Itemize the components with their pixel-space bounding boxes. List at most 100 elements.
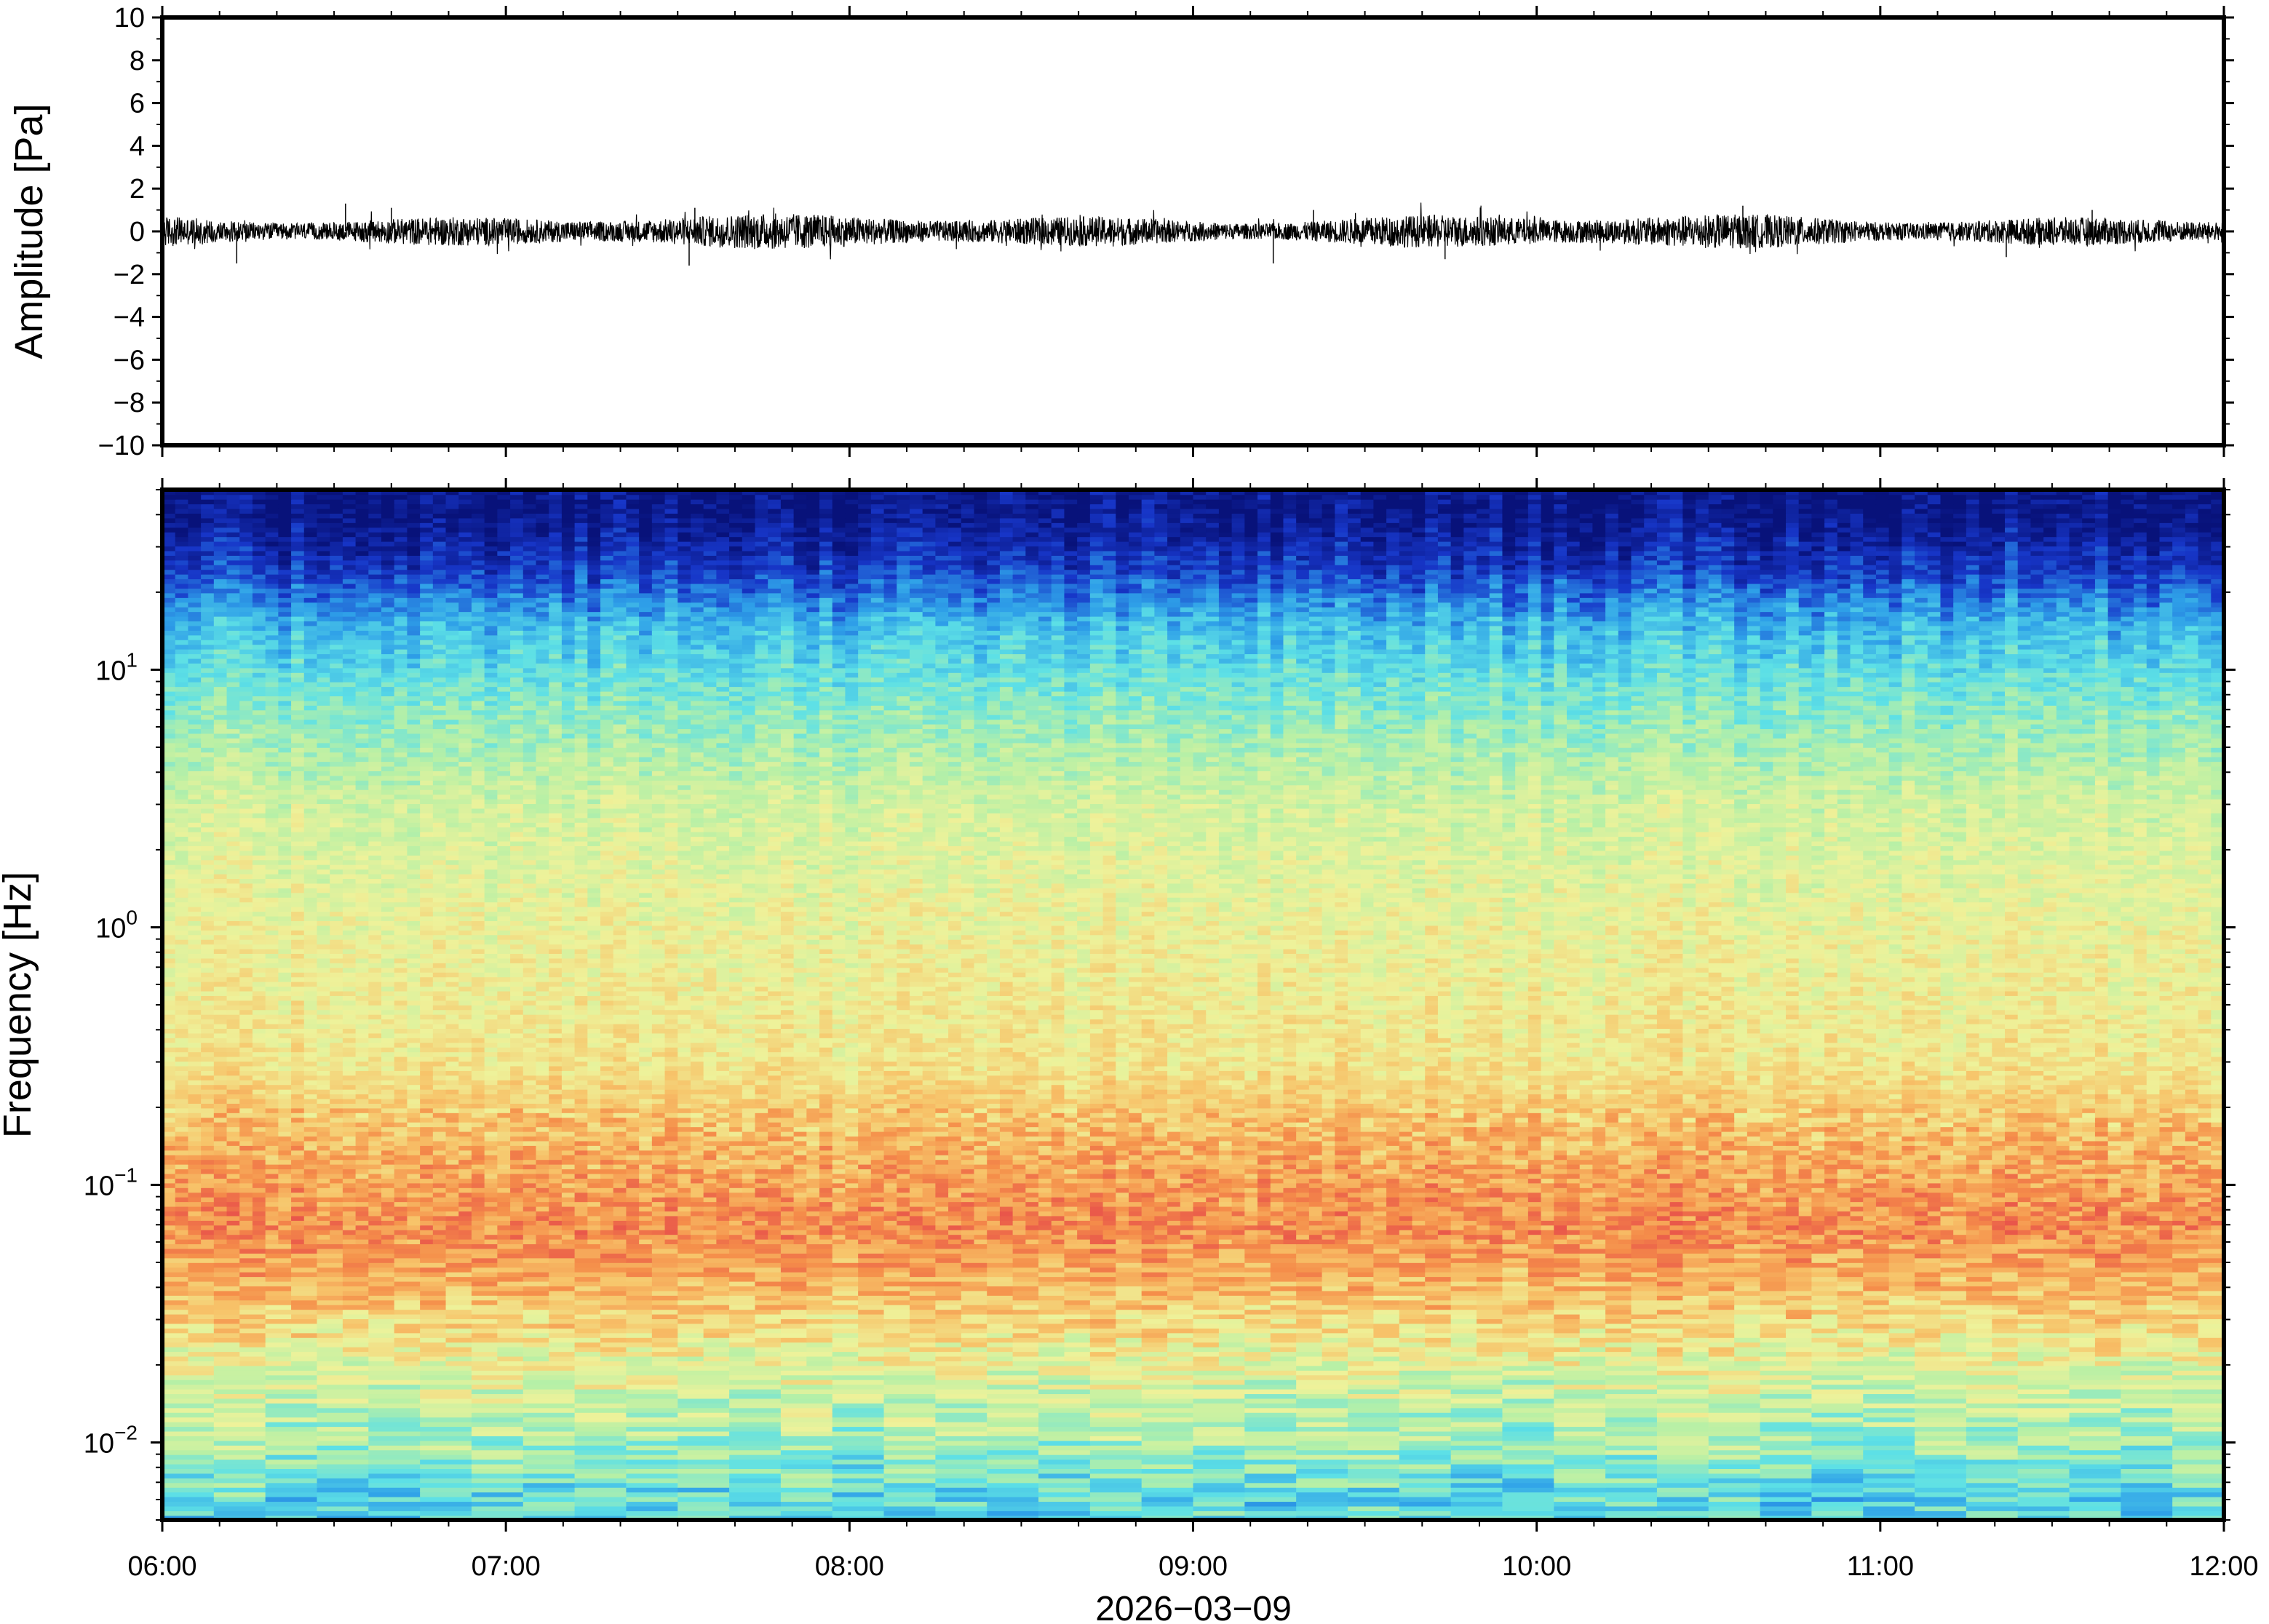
spectrogram-cell bbox=[1038, 1281, 1065, 1286]
spectrogram-cell bbox=[1709, 1393, 1761, 1398]
spectrogram-cell bbox=[266, 1318, 292, 1324]
spectrogram-cell bbox=[1502, 1276, 1528, 1281]
spectrogram-cell bbox=[691, 1206, 704, 1211]
spectrogram-cell bbox=[239, 1342, 266, 1347]
spectrogram-cell bbox=[884, 1370, 937, 1375]
spectrogram-cell bbox=[2172, 1384, 2225, 1389]
spectrogram-cell bbox=[833, 1454, 885, 1460]
spectrogram-cell bbox=[833, 1291, 859, 1296]
spectrogram-cell bbox=[1103, 1234, 1117, 1239]
spectrogram-cell bbox=[1502, 1342, 1528, 1347]
spectrogram-cell bbox=[1786, 1309, 1812, 1314]
spectrogram-cell bbox=[472, 1487, 524, 1492]
spectrogram-cell bbox=[1928, 1216, 1942, 1221]
spectrogram-cell bbox=[1902, 1206, 1915, 1211]
spectrogram-cell bbox=[1038, 1309, 1065, 1314]
spectrogram-cell bbox=[1618, 1216, 1632, 1221]
spectrogram-cell bbox=[1889, 1243, 1915, 1249]
spectrogram-cell bbox=[420, 1492, 472, 1497]
spectrogram-cell bbox=[1992, 1258, 2018, 1263]
spectrogram-cell bbox=[755, 1243, 781, 1249]
spectrogram-cell bbox=[575, 1431, 627, 1436]
spectrogram-cell bbox=[420, 1497, 472, 1502]
spectrogram-cell bbox=[472, 1361, 498, 1366]
spectrogram-cell bbox=[575, 1276, 601, 1281]
spectrogram-cell bbox=[1193, 1281, 1220, 1286]
spectrogram-cell bbox=[1425, 1309, 1451, 1314]
spectrogram-cell bbox=[1709, 1436, 1761, 1441]
spectrogram-cell bbox=[2070, 1305, 2096, 1310]
spectrogram-cell bbox=[1837, 1249, 1864, 1254]
spectrogram-cell bbox=[420, 1408, 472, 1413]
spectrogram-cell bbox=[1025, 1225, 1039, 1230]
spectrogram-cell bbox=[626, 1253, 652, 1258]
spectrogram-cell bbox=[833, 1483, 885, 1488]
spectrogram-cell bbox=[652, 1201, 666, 1206]
spectrogram-cell bbox=[317, 1408, 369, 1413]
spectrogram-cell bbox=[549, 1243, 575, 1249]
spectrogram-cell bbox=[1657, 1459, 1709, 1464]
spectrogram-cell bbox=[1142, 1351, 1168, 1356]
spectrogram-cell bbox=[1734, 1356, 1760, 1361]
spectrogram-cell bbox=[549, 1337, 575, 1342]
spectrogram-cell bbox=[729, 1286, 755, 1291]
spectrogram-cell bbox=[1940, 1230, 1954, 1235]
spectrogram-cell bbox=[1837, 1201, 1851, 1206]
spectrogram-cell bbox=[704, 1276, 730, 1281]
spectrogram-cell bbox=[935, 1333, 961, 1338]
spectrogram-cell bbox=[1038, 1398, 1091, 1404]
spectrogram-cell bbox=[1966, 1328, 1992, 1333]
spectrogram-cell bbox=[2198, 1291, 2225, 1296]
spectrogram-cell bbox=[2198, 1206, 2212, 1211]
spectrogram-cell bbox=[626, 1449, 678, 1454]
spectrogram-cell bbox=[1863, 1201, 1877, 1206]
spectrogram-cell bbox=[2070, 1492, 2122, 1497]
spectrogram-cell bbox=[1013, 1314, 1039, 1319]
spectrogram-cell bbox=[1064, 1351, 1090, 1356]
spectrogram-cell bbox=[626, 1314, 652, 1319]
spectrogram-cell bbox=[523, 1318, 549, 1324]
spectrogram-cell bbox=[1451, 1220, 1465, 1225]
spectrogram-cell bbox=[575, 1220, 589, 1225]
spectrogram-cell bbox=[549, 1234, 563, 1239]
spectrogram-cell bbox=[833, 1510, 885, 1516]
spectrogram-cell bbox=[1296, 1328, 1322, 1333]
spectrogram-cell bbox=[2134, 1220, 2147, 1225]
spectrogram-cell bbox=[1554, 1506, 1606, 1511]
spectrogram-cell bbox=[974, 1225, 988, 1230]
spectrogram-cell bbox=[1451, 1216, 1465, 1221]
spectrogram-cell bbox=[1863, 1408, 1915, 1413]
spectrogram-cell bbox=[626, 1258, 652, 1263]
spectrogram-cell bbox=[2070, 1249, 2096, 1254]
spectrogram-cell bbox=[162, 1510, 215, 1516]
spectrogram-cell bbox=[549, 1328, 575, 1333]
spectrogram-cell bbox=[575, 1361, 601, 1366]
spectrogram-cell bbox=[1090, 1483, 1143, 1488]
spectrogram-cell bbox=[729, 1225, 743, 1230]
spectrogram-cell bbox=[472, 1281, 498, 1286]
spectrogram-cell bbox=[1090, 1426, 1143, 1431]
spectrogram-cell bbox=[2070, 1243, 2096, 1249]
spectrogram-cell bbox=[2070, 1286, 2096, 1291]
spectrogram-cell bbox=[1554, 1305, 1580, 1310]
spectrogram-cell bbox=[1760, 1398, 1813, 1404]
spectrogram-cell bbox=[523, 1449, 576, 1454]
spectrogram-cell bbox=[1296, 1426, 1348, 1431]
spectrogram-cell bbox=[1193, 1459, 1246, 1464]
spectrogram-cell bbox=[291, 1276, 317, 1281]
spectrogram-cell bbox=[1915, 1436, 1967, 1441]
spectrogram-cell bbox=[2172, 1431, 2225, 1436]
spectrogram-cell bbox=[1760, 1361, 1787, 1366]
spectrogram-cell bbox=[1090, 1324, 1116, 1329]
spectrogram-cell bbox=[1361, 1216, 1375, 1221]
spectrogram-cell bbox=[188, 1324, 214, 1329]
spectrogram-cell bbox=[1966, 1398, 2019, 1404]
spectrogram-cell bbox=[497, 1258, 523, 1263]
spectrogram-cell bbox=[781, 1299, 807, 1305]
spectrogram-cell bbox=[291, 1225, 305, 1230]
spectrogram-cell bbox=[485, 1220, 498, 1225]
spectrogram-cell bbox=[1940, 1305, 1966, 1310]
spectrogram-cell bbox=[1915, 1464, 1967, 1469]
spectrogram-cell bbox=[1296, 1501, 1348, 1506]
spectrogram-cell bbox=[162, 1267, 188, 1272]
